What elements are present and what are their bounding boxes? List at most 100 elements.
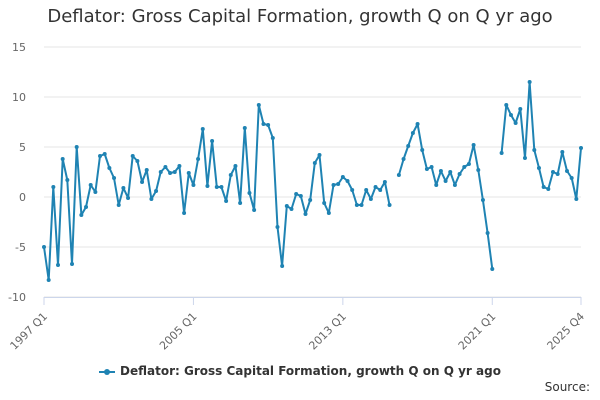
data-point [247, 191, 252, 195]
data-point [126, 196, 131, 200]
legend[interactable]: Deflator: Gross Capital Formation, growt… [0, 364, 600, 378]
data-point [196, 157, 201, 161]
data-point [532, 148, 537, 152]
data-point [331, 183, 336, 187]
data-point [135, 159, 140, 163]
data-point [51, 185, 56, 189]
data-point [228, 173, 233, 177]
source-label: Source: [544, 380, 590, 394]
data-point [410, 131, 415, 135]
y-tick-label: 0 [19, 191, 26, 204]
data-point [569, 176, 574, 180]
x-tick-label: 2013 Q1 [306, 310, 349, 353]
data-point [555, 172, 560, 176]
grid-lines [44, 46, 581, 298]
data-point [508, 113, 513, 117]
data-point [504, 103, 509, 107]
x-tick-label: 2025 Q4 [545, 310, 588, 353]
data-point [322, 201, 327, 205]
series-line [500, 81, 582, 200]
data-point [541, 185, 546, 189]
data-point [191, 183, 196, 187]
data-point [163, 165, 168, 169]
data-point [303, 212, 308, 216]
data-point [88, 183, 93, 187]
data-point [219, 185, 224, 189]
data-point [345, 179, 350, 183]
data-point [280, 264, 285, 268]
data-point [186, 171, 191, 175]
series-layer [42, 80, 583, 282]
data-point [499, 151, 504, 155]
data-point [56, 263, 61, 267]
data-point [256, 103, 261, 107]
data-point [121, 186, 126, 190]
data-point [406, 144, 411, 148]
x-tick-label: 1997 Q1 [8, 310, 51, 353]
data-point [102, 152, 107, 156]
data-point [107, 166, 112, 170]
data-point [261, 122, 266, 126]
data-point [224, 199, 229, 203]
data-point [438, 169, 443, 173]
data-point [424, 167, 429, 171]
data-point [308, 198, 313, 202]
data-point [429, 165, 434, 169]
data-point [214, 185, 219, 189]
data-point [93, 190, 98, 194]
data-point [471, 143, 476, 147]
data-point [518, 107, 523, 111]
data-point [266, 123, 271, 127]
legend-label: Deflator: Gross Capital Formation, growt… [120, 364, 501, 378]
data-point [74, 145, 79, 149]
data-point [275, 225, 280, 229]
data-point [350, 188, 355, 192]
data-point [434, 183, 439, 187]
data-point [46, 278, 51, 282]
data-point [200, 127, 205, 131]
data-point [359, 203, 364, 207]
data-point [65, 178, 70, 182]
y-tick-label: 5 [19, 141, 26, 154]
data-point [149, 197, 154, 201]
data-point [546, 187, 551, 191]
data-point [564, 169, 569, 173]
data-point [317, 153, 322, 157]
data-point [457, 172, 462, 176]
data-point [579, 146, 583, 150]
data-point [378, 188, 383, 192]
data-point [368, 197, 373, 201]
legend-line-icon [99, 368, 116, 375]
y-tick-label: -5 [15, 241, 26, 254]
data-point [387, 203, 392, 207]
data-point [158, 170, 163, 174]
data-point [154, 189, 159, 193]
x-tick-label: 2021 Q1 [456, 310, 499, 353]
data-point [294, 192, 299, 196]
data-point [364, 188, 369, 192]
data-point [326, 211, 331, 215]
data-point [452, 183, 457, 187]
data-point [574, 197, 579, 201]
data-point [79, 213, 84, 217]
data-point [560, 150, 565, 154]
y-axis-ticks: 15 10 5 0 -5 -10 [8, 41, 26, 304]
data-point [462, 165, 467, 169]
data-point [238, 201, 243, 205]
data-point [130, 154, 135, 158]
data-point [270, 136, 275, 140]
data-point [298, 194, 303, 198]
data-point [140, 180, 145, 184]
data-point [336, 182, 341, 186]
data-point [373, 185, 378, 189]
data-point [536, 166, 541, 170]
data-point [112, 176, 117, 180]
data-point [182, 211, 187, 215]
data-point [84, 205, 89, 209]
data-point [233, 164, 238, 168]
data-point [172, 170, 177, 174]
data-point [70, 262, 75, 266]
data-point [382, 180, 387, 184]
data-point [448, 170, 453, 174]
